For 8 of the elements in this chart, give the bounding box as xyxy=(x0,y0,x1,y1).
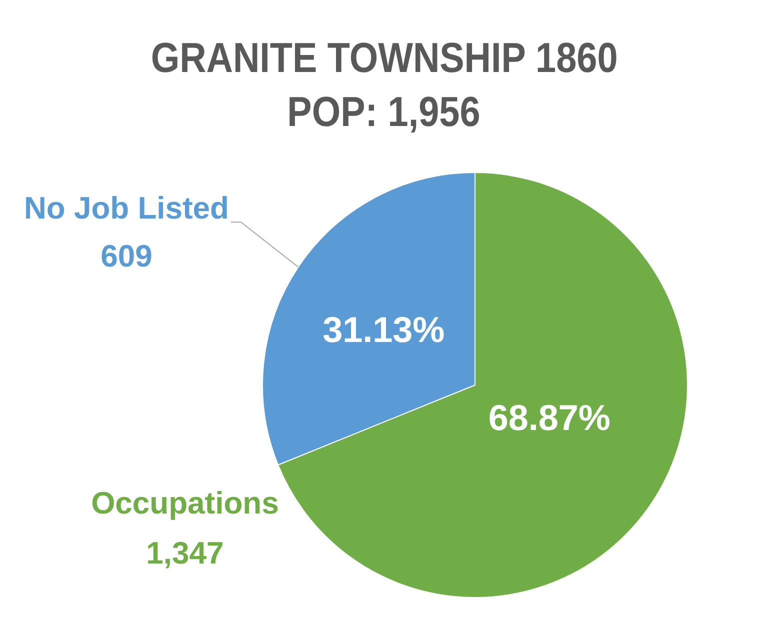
data-label: 609 xyxy=(100,238,152,274)
text: 68.87% xyxy=(488,396,610,438)
data-label: 1,347 xyxy=(146,536,224,571)
chart-title: GRANITE TOWNSHIP 1860 xyxy=(150,34,618,81)
text: 31.13% xyxy=(322,308,445,350)
slice-label: No Job Listed xyxy=(24,190,229,226)
slice-label: Occupations xyxy=(91,486,279,521)
chart-subtitle: POP: 1,956 xyxy=(287,88,481,135)
